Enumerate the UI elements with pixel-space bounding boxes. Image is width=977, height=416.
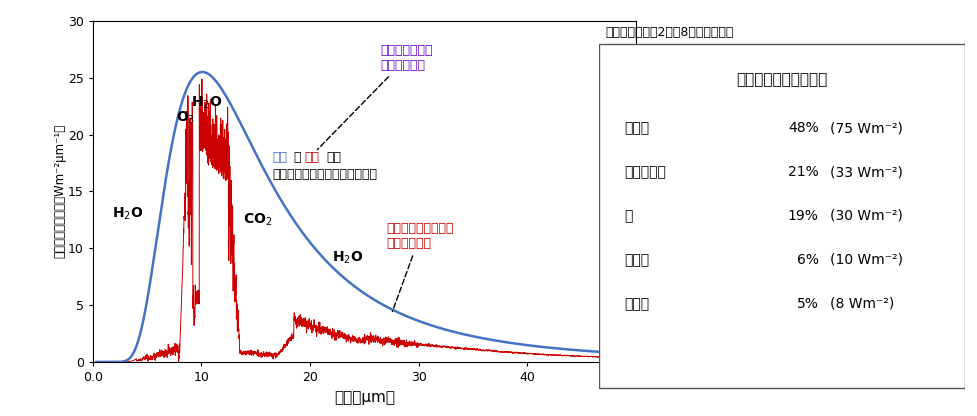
Text: CO$_2$: CO$_2$	[243, 212, 273, 228]
Text: 水蒸気: 水蒸気	[623, 121, 649, 135]
Text: 21%: 21%	[787, 165, 818, 179]
Text: (33 Wm⁻²): (33 Wm⁻²)	[828, 165, 902, 179]
Text: H$_2$O: H$_2$O	[111, 206, 144, 222]
Text: 雲: 雲	[623, 209, 632, 223]
Text: 大気上端から逃げる
熱エネルギー: 大気上端から逃げる 熱エネルギー	[386, 223, 453, 312]
Y-axis label: エネルギー流出量（Wm⁻²μm⁻¹）: エネルギー流出量（Wm⁻²μm⁻¹）	[54, 124, 66, 258]
Text: その他: その他	[623, 297, 649, 311]
Bar	[598, 44, 964, 388]
Text: 6%: 6%	[796, 253, 818, 267]
Text: 大気の赤外線吸収（温室効果）: 大気の赤外線吸収（温室効果）	[272, 168, 377, 181]
Text: O$_3$: O$_3$	[175, 109, 194, 126]
Text: (30 Wm⁻²): (30 Wm⁻²)	[828, 209, 902, 223]
Text: (10 Wm⁻²): (10 Wm⁻²)	[828, 253, 902, 267]
Text: オゾン: オゾン	[623, 253, 649, 267]
Text: と: と	[293, 151, 301, 164]
Text: (8 Wm⁻²): (8 Wm⁻²)	[828, 297, 893, 311]
X-axis label: 波長（μm）: 波長（μm）	[333, 389, 395, 404]
Text: 地表から逃げる
熱エネルギー: 地表から逃げる 熱エネルギー	[318, 44, 433, 150]
Text: H$_2$O: H$_2$O	[191, 94, 223, 111]
Text: 19%: 19%	[786, 209, 818, 223]
Text: H$_2$O: H$_2$O	[332, 249, 363, 265]
Text: 各温室効果物質の寄与: 各温室効果物質の寄与	[736, 72, 827, 87]
Text: 5%: 5%	[796, 297, 818, 311]
Text: の差: の差	[326, 151, 341, 164]
Text: 二酸化炭素: 二酸化炭素	[623, 165, 665, 179]
Text: (75 Wm⁻²): (75 Wm⁻²)	[828, 121, 902, 135]
Text: 赤線: 赤線	[304, 151, 319, 164]
Text: 青線: 青線	[272, 151, 286, 164]
Text: 48%: 48%	[787, 121, 818, 135]
Text: 晴天時（雲量が2以上8以下の状態）: 晴天時（雲量が2以上8以下の状態）	[606, 26, 734, 39]
